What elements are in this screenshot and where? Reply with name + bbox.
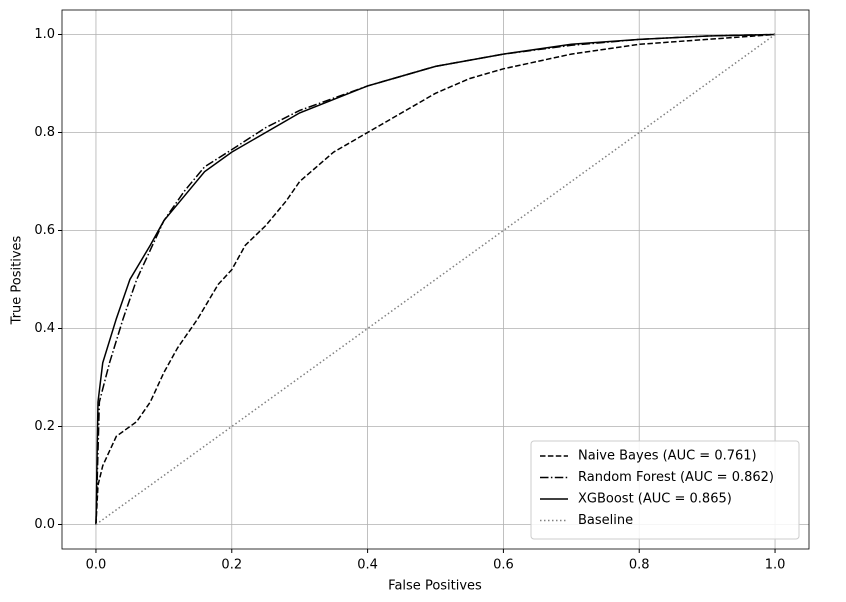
y-tick-label: 1.0 (34, 27, 55, 42)
x-tick-label: 0.6 (493, 558, 514, 573)
legend-label: XGBoost (AUC = 0.865) (578, 492, 732, 507)
x-tick-label: 0.0 (86, 558, 107, 573)
x-tick-label: 1.0 (765, 558, 786, 573)
legend-label: Random Forest (AUC = 0.862) (578, 470, 774, 485)
y-axis-label: True Positives (10, 235, 25, 325)
y-tick-label: 0.0 (34, 517, 55, 532)
y-tick-label: 0.4 (34, 321, 55, 336)
legend-box (530, 440, 800, 540)
x-axis-label: False Positives (388, 579, 482, 594)
x-tick-label: 0.2 (221, 558, 242, 573)
x-tick-label: 0.8 (629, 558, 650, 573)
roc-line (95, 33, 776, 525)
x-tick-label: 0.4 (357, 558, 378, 573)
y-tick-label: 0.8 (34, 125, 55, 140)
legend-label: Naive Bayes (AUC = 0.761) (578, 449, 757, 464)
legend-label: Baseline (578, 513, 633, 528)
plot-frame (61, 9, 810, 550)
roc-line (95, 33, 776, 525)
y-tick-label: 0.6 (34, 223, 55, 238)
roc-line (95, 33, 776, 525)
y-tick-label: 0.2 (34, 419, 55, 434)
